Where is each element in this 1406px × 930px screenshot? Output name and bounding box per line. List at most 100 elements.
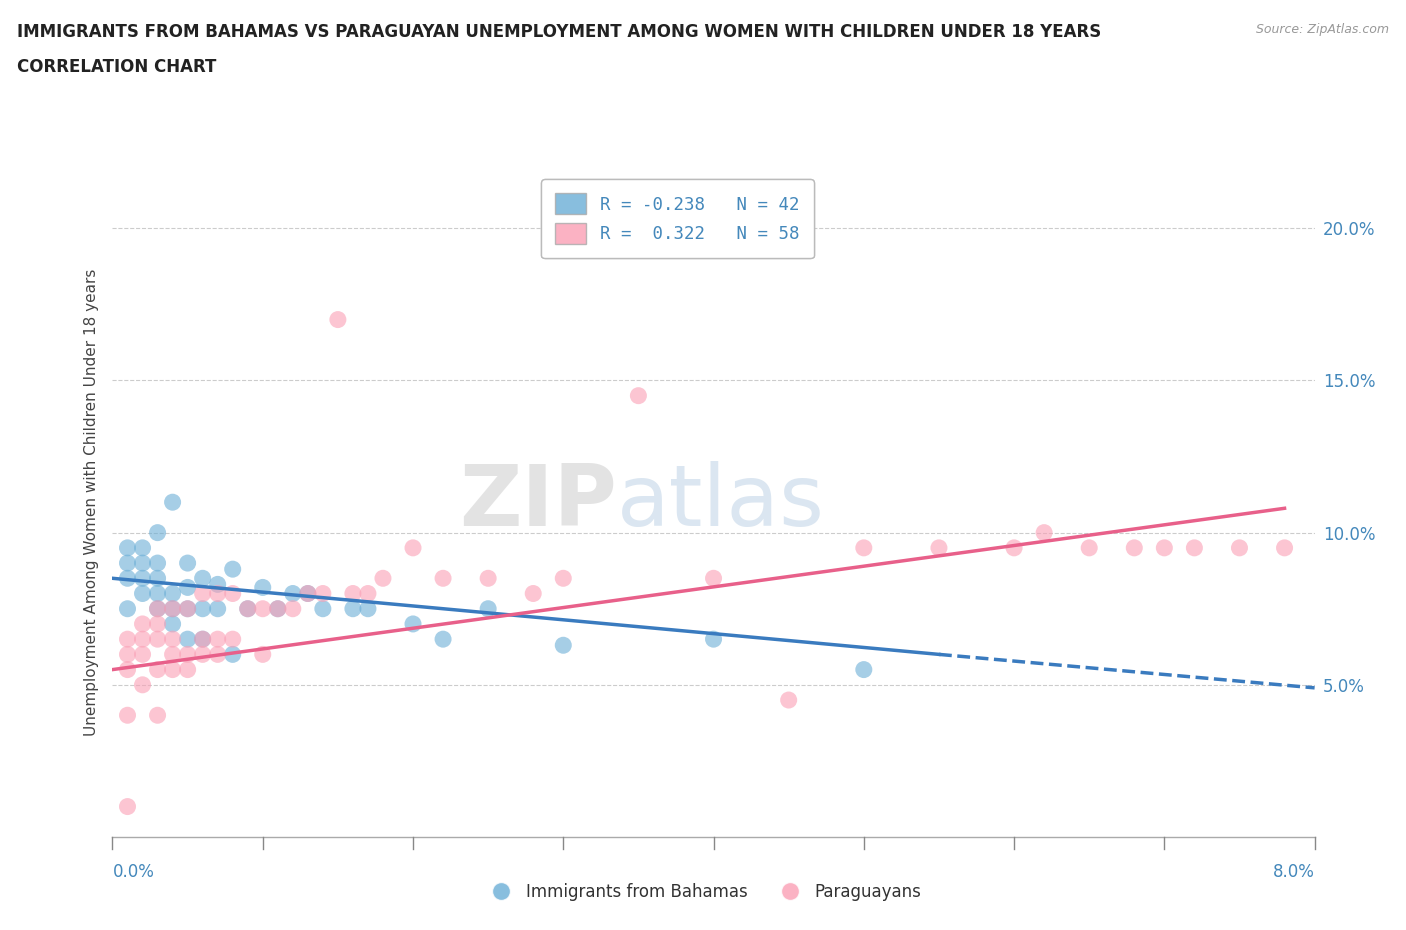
Point: [191, 571, 214, 586]
Point: [146, 617, 169, 631]
Point: [297, 586, 319, 601]
Point: [131, 647, 153, 662]
Point: [117, 708, 139, 723]
Point: [162, 602, 184, 617]
Point: [522, 586, 544, 601]
Point: [146, 525, 169, 540]
Point: [176, 580, 198, 595]
Point: [1229, 540, 1251, 555]
Point: [131, 540, 153, 555]
Point: [207, 647, 229, 662]
Point: [928, 540, 950, 555]
Point: [162, 602, 184, 617]
Point: [146, 571, 169, 586]
Point: [342, 586, 364, 601]
Point: [191, 631, 214, 646]
Point: [162, 647, 184, 662]
Point: [1033, 525, 1056, 540]
Point: [553, 638, 575, 653]
Point: [117, 555, 139, 570]
Text: CORRELATION CHART: CORRELATION CHART: [17, 58, 217, 75]
Point: [297, 586, 319, 601]
Legend: R = -0.238   N = 42, R =  0.322   N = 58: R = -0.238 N = 42, R = 0.322 N = 58: [541, 179, 814, 259]
Point: [236, 602, 259, 617]
Point: [207, 631, 229, 646]
Point: [117, 799, 139, 814]
Point: [207, 577, 229, 591]
Point: [1078, 540, 1101, 555]
Point: [117, 631, 139, 646]
Point: [131, 586, 153, 601]
Point: [432, 631, 454, 646]
Point: [1123, 540, 1146, 555]
Point: [1002, 540, 1025, 555]
Point: [117, 540, 139, 555]
Point: [852, 662, 875, 677]
Point: [778, 693, 800, 708]
Point: [252, 602, 274, 617]
Point: [312, 602, 335, 617]
Point: [236, 602, 259, 617]
Y-axis label: Unemployment Among Women with Children Under 18 years: Unemployment Among Women with Children U…: [83, 269, 98, 736]
Point: [267, 602, 290, 617]
Point: [627, 388, 650, 403]
Point: [312, 586, 335, 601]
Point: [191, 602, 214, 617]
Text: IMMIGRANTS FROM BAHAMAS VS PARAGUAYAN UNEMPLOYMENT AMONG WOMEN WITH CHILDREN UND: IMMIGRANTS FROM BAHAMAS VS PARAGUAYAN UN…: [17, 23, 1101, 41]
Point: [326, 312, 349, 327]
Point: [117, 662, 139, 677]
Point: [281, 586, 304, 601]
Point: [162, 586, 184, 601]
Point: [176, 602, 198, 617]
Point: [191, 647, 214, 662]
Text: atlas: atlas: [617, 460, 825, 544]
Point: [477, 602, 499, 617]
Point: [117, 647, 139, 662]
Point: [371, 571, 394, 586]
Point: [267, 602, 290, 617]
Point: [146, 602, 169, 617]
Point: [252, 580, 274, 595]
Point: [131, 571, 153, 586]
Point: [146, 631, 169, 646]
Point: [146, 708, 169, 723]
Point: [162, 631, 184, 646]
Point: [176, 662, 198, 677]
Point: [702, 571, 725, 586]
Point: [357, 586, 380, 601]
Point: [176, 602, 198, 617]
Point: [176, 631, 198, 646]
Point: [553, 571, 575, 586]
Point: [222, 562, 245, 577]
Point: [146, 662, 169, 677]
Point: [207, 586, 229, 601]
Point: [252, 647, 274, 662]
Point: [191, 586, 214, 601]
Text: ZIP: ZIP: [460, 460, 617, 544]
Point: [432, 571, 454, 586]
Point: [207, 602, 229, 617]
Point: [402, 540, 425, 555]
Point: [342, 602, 364, 617]
Text: 8.0%: 8.0%: [1272, 863, 1315, 882]
Point: [1182, 540, 1205, 555]
Point: [146, 586, 169, 601]
Point: [176, 555, 198, 570]
Point: [702, 631, 725, 646]
Point: [357, 602, 380, 617]
Point: [222, 647, 245, 662]
Point: [477, 571, 499, 586]
Point: [402, 617, 425, 631]
Point: [162, 495, 184, 510]
Point: [281, 602, 304, 617]
Point: [222, 631, 245, 646]
Point: [222, 586, 245, 601]
Point: [131, 631, 153, 646]
Point: [162, 617, 184, 631]
Point: [131, 617, 153, 631]
Point: [1274, 540, 1296, 555]
Point: [176, 647, 198, 662]
Legend: Immigrants from Bahamas, Paraguayans: Immigrants from Bahamas, Paraguayans: [478, 876, 928, 908]
Point: [852, 540, 875, 555]
Point: [131, 555, 153, 570]
